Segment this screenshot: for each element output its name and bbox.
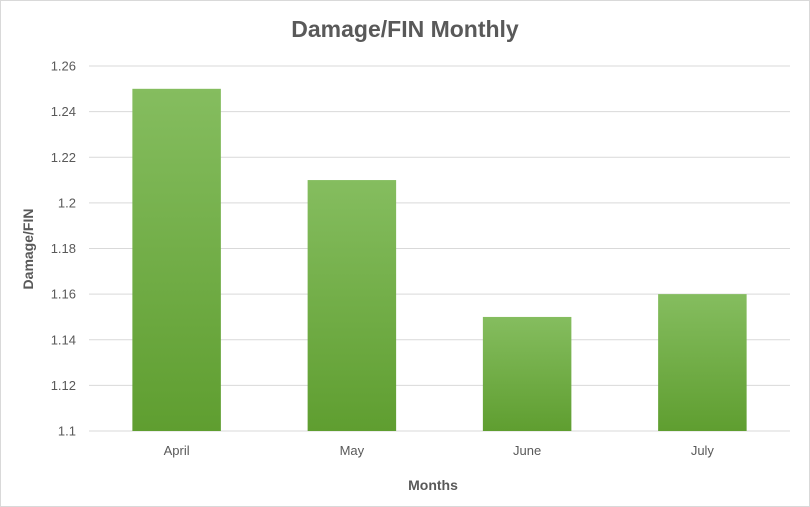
y-tick-label: 1.14 bbox=[51, 332, 76, 347]
x-tick-label: June bbox=[513, 443, 541, 458]
y-tick-label: 1.1 bbox=[58, 424, 76, 439]
y-tick-label: 1.24 bbox=[51, 104, 76, 119]
bar-june bbox=[482, 316, 572, 431]
x-axis-title: Months bbox=[408, 477, 458, 493]
x-tick-label: May bbox=[340, 443, 365, 458]
bars bbox=[132, 88, 747, 431]
x-axis-ticks: April May June July bbox=[164, 443, 715, 458]
y-tick-label: 1.2 bbox=[58, 195, 76, 210]
y-tick-label: 1.16 bbox=[51, 287, 76, 302]
bar-may bbox=[307, 180, 397, 431]
bar-april bbox=[132, 88, 221, 431]
y-tick-label: 1.18 bbox=[51, 241, 76, 256]
bar-july bbox=[658, 294, 747, 431]
y-axis-title: Damage/FIN bbox=[20, 209, 36, 290]
y-tick-label: 1.26 bbox=[51, 59, 76, 74]
y-tick-label: 1.12 bbox=[51, 378, 76, 393]
x-tick-label: April bbox=[164, 443, 190, 458]
chart-title: Damage/FIN Monthly bbox=[291, 16, 519, 42]
y-tick-label: 1.22 bbox=[51, 150, 76, 165]
x-tick-label: July bbox=[691, 443, 715, 458]
y-axis-ticks: 1.1 1.12 1.14 1.16 1.18 1.2 1.22 1.24 1.26 bbox=[51, 59, 76, 439]
